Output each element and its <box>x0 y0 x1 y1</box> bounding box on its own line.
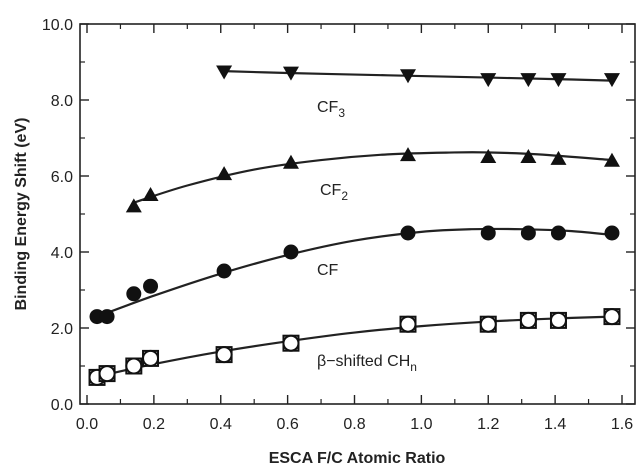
marker-cf3 <box>216 65 233 80</box>
x-tick-label: 0.8 <box>343 416 365 433</box>
axis-ticks <box>80 23 635 405</box>
y-tick-label: 0.0 <box>51 397 73 414</box>
marker-shifted-chn <box>98 365 116 383</box>
fit-curve-cf2 <box>133 151 613 204</box>
plot-frame <box>79 23 636 405</box>
marker-cf <box>216 263 232 279</box>
data-markers <box>88 65 621 386</box>
marker-circle <box>399 315 417 333</box>
y-tick-label: 4.0 <box>51 245 73 262</box>
marker-circle <box>98 365 116 383</box>
marker-cf2 <box>603 152 620 167</box>
marker-circle <box>479 315 497 333</box>
marker-cf3 <box>480 73 497 88</box>
marker-shifted-chn <box>142 349 160 367</box>
marker-cf <box>520 225 536 241</box>
marker-circle <box>519 311 537 329</box>
marker-cf <box>283 244 299 260</box>
y-axis-title: Binding Energy Shift (eV) <box>13 118 30 311</box>
x-axis-title: ESCA F/C Atomic Ratio <box>269 450 446 467</box>
series-label-cf2: CF2 <box>320 182 348 203</box>
marker-cf <box>400 225 416 241</box>
marker-circle <box>125 357 143 375</box>
marker-circle <box>603 308 621 326</box>
marker-cf3 <box>282 66 299 81</box>
marker-cf2 <box>480 149 497 163</box>
marker-circle <box>215 346 233 364</box>
marker-cf <box>550 225 566 241</box>
marker-cf3 <box>550 73 567 88</box>
series-label-cf: CF <box>317 262 339 279</box>
x-tick-label: 0.2 <box>143 416 165 433</box>
marker-cf <box>604 225 620 241</box>
marker-shifted-chn <box>282 334 300 352</box>
marker-shifted-chn <box>479 315 497 333</box>
x-tick-label: 1.6 <box>611 416 633 433</box>
marker-cf2 <box>125 198 142 213</box>
marker-cf <box>99 309 115 325</box>
marker-cf2 <box>400 147 416 162</box>
marker-cf3 <box>603 73 620 88</box>
fit-curves <box>96 70 613 378</box>
x-tick-label: 1.4 <box>544 416 566 433</box>
y-tick-label: 6.0 <box>51 169 73 186</box>
marker-cf <box>480 225 496 241</box>
y-tick-label: 2.0 <box>51 321 73 338</box>
marker-circle <box>549 311 567 329</box>
marker-shifted-chn <box>603 308 621 326</box>
marker-shifted-chn <box>215 346 233 364</box>
marker-cf2 <box>282 154 299 169</box>
marker-cf3 <box>400 69 416 84</box>
marker-cf2 <box>520 149 537 163</box>
x-tick-label: 0.6 <box>277 416 299 433</box>
y-tick-label: 10.0 <box>42 17 73 34</box>
x-tick-label: 1.2 <box>477 416 499 433</box>
x-tick-label: 1.0 <box>410 416 432 433</box>
axis-tick-labels: 0.0 0.2 0.4 0.6 0.8 1.0 1.2 1.4 1.6 0.0 2.0 4.0 6.0 8… <box>42 17 633 433</box>
marker-shifted-chn <box>399 315 417 333</box>
series-label-cf3: CF3 <box>317 99 345 120</box>
marker-cf2 <box>142 187 159 201</box>
x-tick-label: 0.0 <box>76 416 98 433</box>
marker-cf2 <box>216 166 233 181</box>
marker-shifted-chn <box>519 311 537 329</box>
marker-cf3 <box>520 73 537 88</box>
marker-cf <box>126 286 142 302</box>
marker-cf <box>143 278 159 294</box>
marker-shifted-chn <box>549 311 567 329</box>
series-label-chn: β−shifted CHn <box>317 353 417 374</box>
marker-cf2 <box>550 150 567 165</box>
marker-shifted-chn <box>125 357 143 375</box>
marker-circle <box>282 334 300 352</box>
x-tick-label: 0.4 <box>210 416 232 433</box>
fit-curve-cf <box>96 227 613 318</box>
y-tick-label: 8.0 <box>51 93 73 110</box>
marker-circle <box>142 349 160 367</box>
